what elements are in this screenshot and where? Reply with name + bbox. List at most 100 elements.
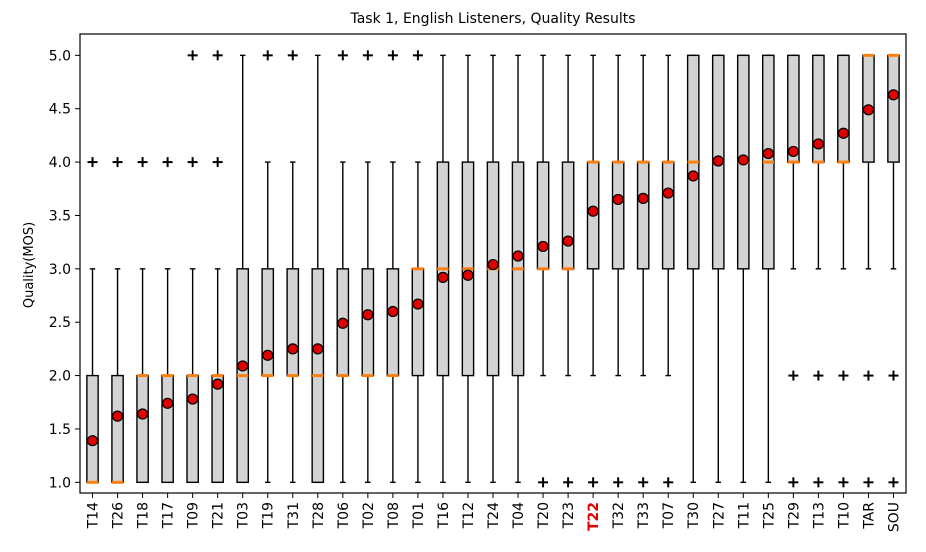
box-group (561, 54, 575, 488)
mean-marker (212, 378, 224, 390)
flier-marker (888, 370, 899, 381)
box-group (636, 54, 650, 488)
box (161, 374, 174, 484)
mean-marker (562, 235, 574, 247)
x-tick-label: T29 (786, 502, 802, 529)
chart-title: Task 1, English Listeners, Quality Resul… (349, 11, 635, 27)
y-tick-label: 2.0 (49, 369, 71, 385)
mean-marker (862, 104, 875, 116)
box-group (461, 54, 475, 484)
flier-marker (187, 157, 198, 168)
box (111, 374, 124, 484)
x-tick-label: T31 (286, 502, 302, 529)
flier-marker (888, 477, 899, 488)
x-tick-label: T30 (686, 502, 702, 529)
flier-marker (538, 477, 549, 488)
flier-marker (813, 370, 824, 381)
box-group (536, 54, 550, 488)
mean-marker (537, 240, 549, 253)
mean-marker (687, 170, 699, 182)
mean-marker (512, 250, 524, 262)
box-group (762, 54, 775, 484)
mean-marker (487, 258, 499, 271)
box-group (611, 54, 625, 488)
flier-marker (262, 50, 273, 61)
mean-marker (387, 305, 399, 318)
box-group (186, 50, 199, 484)
mean-marker (637, 192, 649, 204)
flier-marker (362, 50, 373, 61)
mean-marker (837, 127, 850, 139)
x-tick-label: T28 (311, 502, 327, 529)
box-group (286, 50, 300, 484)
box-group (711, 54, 725, 484)
x-tick-label: T12 (461, 502, 477, 529)
flier-marker (137, 157, 148, 168)
box (636, 161, 650, 270)
x-tick-label: T26 (111, 502, 127, 529)
box-group (887, 53, 900, 488)
mean-marker (337, 317, 349, 329)
mean-marker (737, 154, 749, 166)
box-group (686, 54, 700, 484)
box-group (136, 157, 149, 484)
box-group (812, 54, 825, 488)
box (887, 54, 900, 163)
mean-marker (187, 393, 199, 405)
box-group (511, 54, 525, 484)
x-tick-label: T18 (136, 502, 152, 529)
x-tick-label: T25 (761, 502, 777, 529)
x-tick-label: T11 (736, 502, 752, 529)
box-group (86, 157, 99, 484)
y-tick-label: 1.5 (49, 422, 71, 438)
x-tick-label: T33 (636, 502, 652, 529)
box-group (862, 53, 875, 488)
flier-marker (187, 50, 198, 61)
x-tick-label: T02 (361, 502, 377, 529)
x-tick-label-highlighted: T22 (586, 502, 602, 531)
mean-marker (612, 193, 624, 206)
box-group (436, 54, 450, 484)
y-tick-label: 1.0 (49, 475, 71, 491)
flier-marker (112, 157, 123, 168)
mean-marker (86, 435, 99, 447)
box-group (661, 54, 675, 488)
x-tick-label: T17 (161, 502, 177, 529)
flier-marker (212, 50, 223, 61)
box-group (361, 50, 375, 484)
y-tick-label: 2.5 (49, 315, 71, 331)
box (611, 161, 625, 270)
mean-marker (712, 155, 724, 167)
flier-marker (563, 477, 574, 488)
flier-marker (863, 370, 874, 381)
flier-marker (387, 50, 398, 61)
flier-marker (162, 157, 173, 168)
flier-marker (788, 477, 799, 488)
flier-marker (788, 370, 799, 381)
plot-frame (79, 33, 907, 494)
y-axis: 1.0 1.5 2.0 2.5 3.0 3.5 4.0 4.5 5.0 (49, 48, 80, 491)
x-tick-label: T01 (411, 502, 427, 529)
x-tick-label: T19 (261, 502, 277, 529)
mean-marker (262, 349, 274, 361)
box-group (736, 54, 750, 484)
box (411, 268, 425, 377)
plot-marks (86, 50, 900, 488)
flier-marker (838, 477, 849, 488)
box-group (336, 50, 350, 484)
flier-marker (813, 477, 824, 488)
box (837, 54, 850, 163)
x-tick-label: T20 (536, 502, 552, 529)
mean-marker (412, 298, 424, 310)
x-axis: T14 T26 T18 T17 T09 T21 T03 T19 T31 T28 T06 T02 T08 T… (86, 493, 902, 532)
mean-marker (587, 205, 599, 217)
y-tick-label: 4.0 (49, 155, 71, 171)
mean-marker (437, 271, 449, 283)
box-group (236, 54, 250, 484)
box-group (787, 54, 800, 488)
x-tick-label: T14 (86, 502, 102, 529)
box-group (586, 54, 600, 488)
box (286, 268, 300, 377)
box (661, 161, 675, 270)
flier-marker (588, 477, 599, 488)
